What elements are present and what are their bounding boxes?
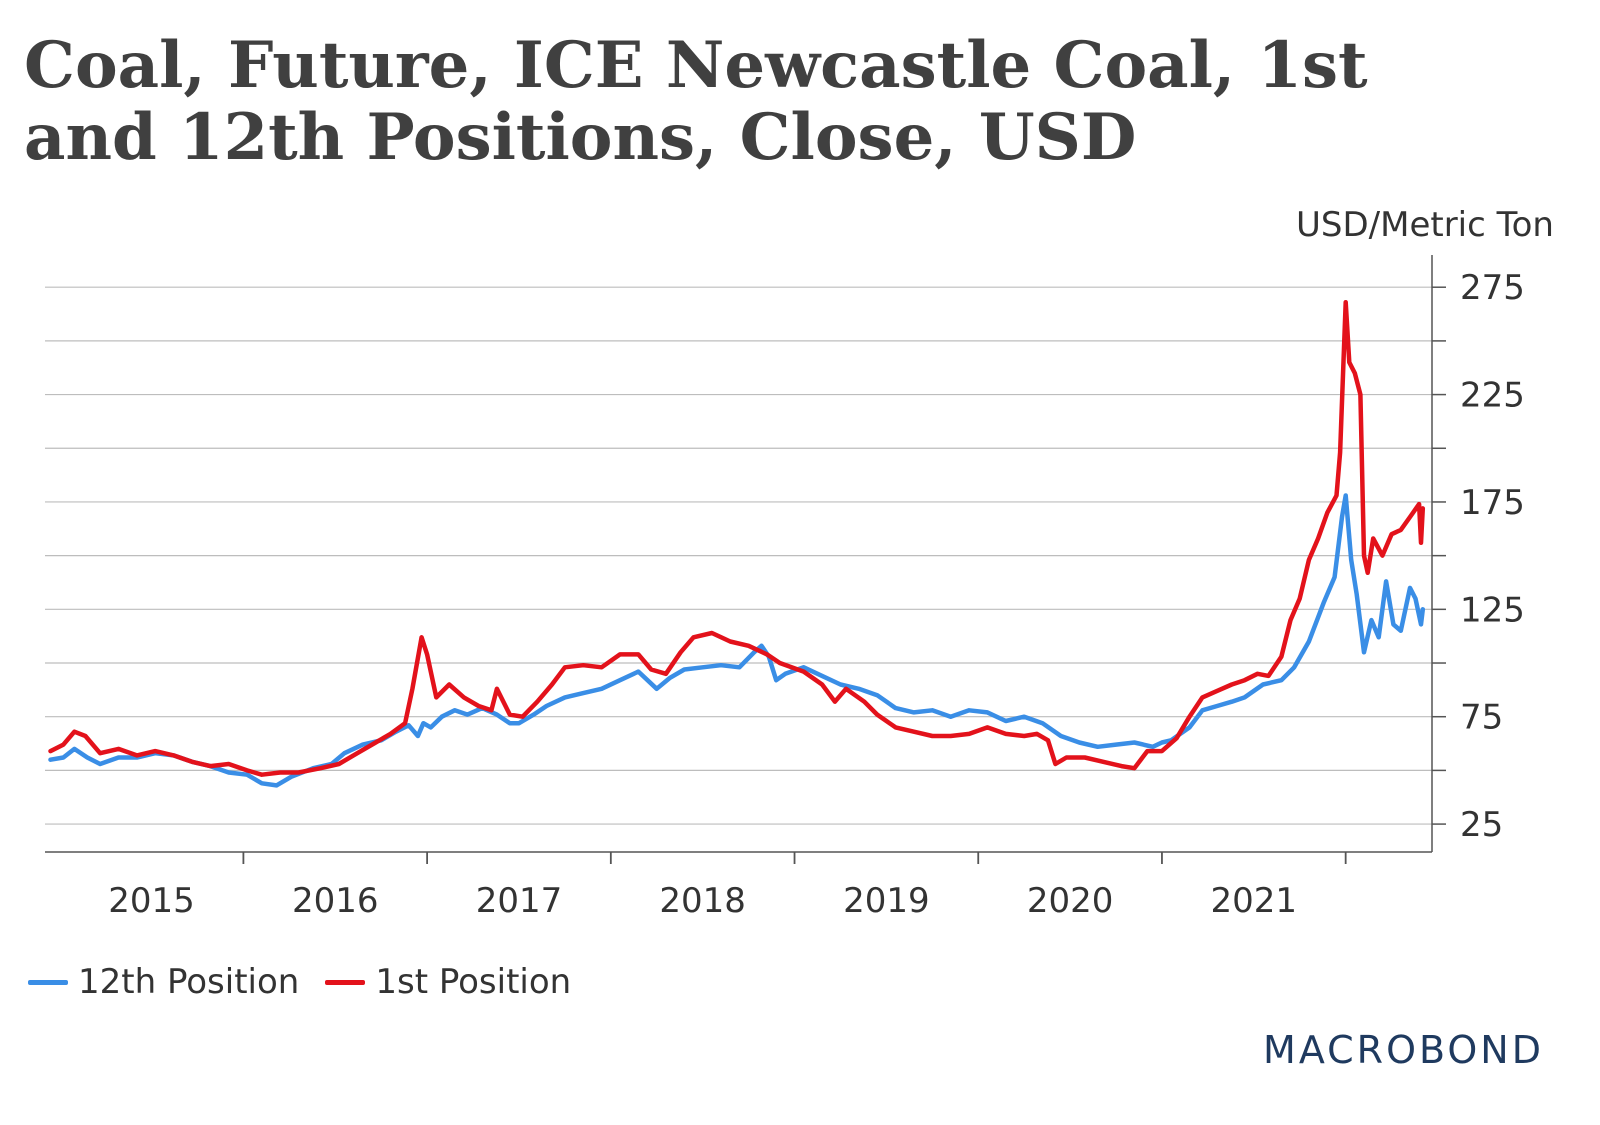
legend-label-12th-position: 12th Position xyxy=(78,962,300,1002)
legend-item-1st-position: 1st Position xyxy=(325,962,571,1002)
chart-legend: 12th Position 1st Position xyxy=(28,962,597,1002)
x-tick-label-2021: 2021 xyxy=(1211,881,1298,921)
legend-item-12th-position: 12th Position xyxy=(28,962,299,1002)
y-tick-label-225: 225 xyxy=(1460,376,1525,416)
x-tick-label-2016: 2016 xyxy=(292,881,379,921)
x-tick-label-2020: 2020 xyxy=(1027,881,1114,921)
legend-swatch-12th-position xyxy=(28,979,68,985)
y-tick-label-25: 25 xyxy=(1460,805,1503,845)
chart-title-line-2: and 12th Positions, Close, USD xyxy=(24,100,1137,175)
y-tick-label-125: 125 xyxy=(1460,590,1525,630)
x-tick-label-2017: 2017 xyxy=(476,881,563,921)
y-tick-label-275: 275 xyxy=(1460,268,1525,308)
legend-swatch-1st-position xyxy=(325,979,366,985)
y-axis-unit-label: USD/Metric Ton xyxy=(1296,205,1554,245)
series-line-12th-position xyxy=(48,493,1426,788)
y-tick-label-175: 175 xyxy=(1460,483,1525,523)
legend-label-1st-position: 1st Position xyxy=(375,962,572,1002)
series-line-1st-position xyxy=(48,299,1426,777)
macrobond-logo: MACROBOND xyxy=(1263,1028,1544,1072)
y-tick-label-75: 75 xyxy=(1460,698,1503,738)
chart-title-line-1: Coal, Future, ICE Newcastle Coal, 1st xyxy=(24,28,1368,103)
chart-title: Coal, Future, ICE Newcastle Coal, 1st an… xyxy=(24,30,1564,174)
x-tick-label-2015: 2015 xyxy=(108,881,195,921)
x-tick-label-2019: 2019 xyxy=(843,881,930,921)
x-tick-label-2018: 2018 xyxy=(659,881,746,921)
